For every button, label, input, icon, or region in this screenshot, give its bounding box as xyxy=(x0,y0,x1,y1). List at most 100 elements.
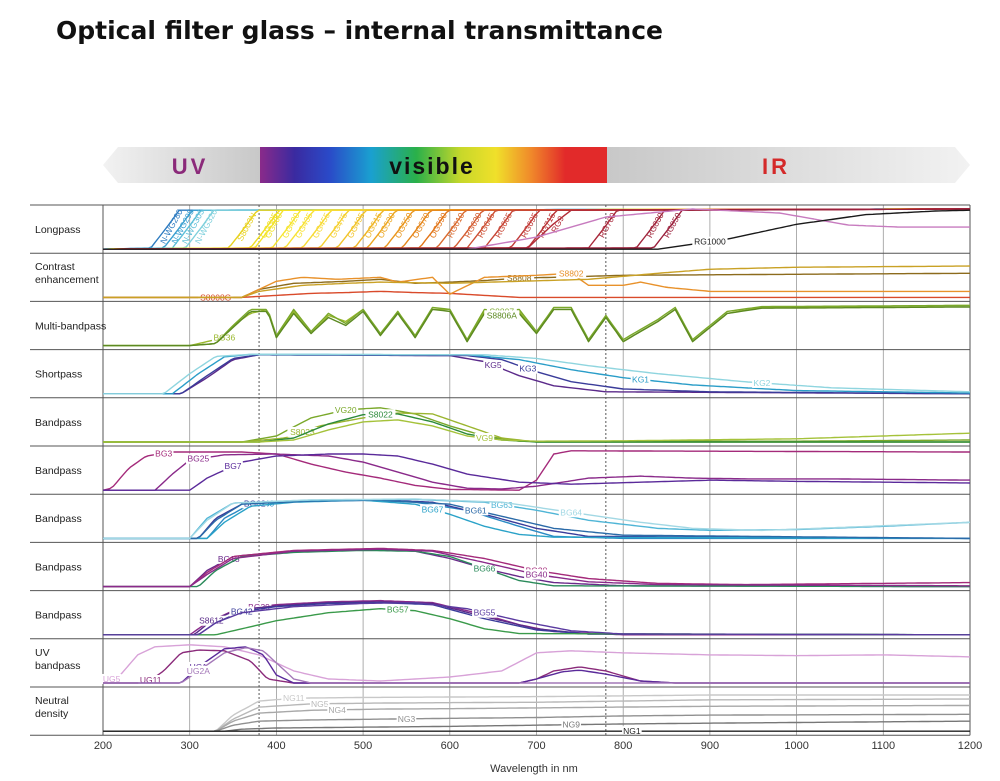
spectrum-band: UV visible IR xyxy=(103,147,970,183)
x-tick-label-500: 500 xyxy=(354,740,372,752)
curve-bg66 xyxy=(103,549,970,588)
curve-label-bg xyxy=(185,665,211,676)
curve-label-bg xyxy=(196,615,227,626)
curve-label-bg xyxy=(556,268,587,279)
row-label: Bandpass xyxy=(35,465,82,477)
curve-label-bg xyxy=(622,726,642,737)
curve-label-bg xyxy=(327,704,347,715)
curve-label-bg xyxy=(524,569,549,580)
row-label: Neutral density xyxy=(35,695,69,720)
curve-label-bg3: BG3 xyxy=(155,448,172,458)
curve-ng3 xyxy=(103,713,970,732)
curve-label-bg xyxy=(472,563,497,574)
curve-label-kg5: KG5 xyxy=(485,360,502,370)
x-tick-label-1100: 1100 xyxy=(871,740,895,752)
curve-s8806a xyxy=(103,306,970,347)
curve-label-rg665: RG665 xyxy=(493,211,515,240)
curve-bg25 xyxy=(103,453,970,491)
curve-label-ug2a: UG2A xyxy=(187,666,210,676)
curve-label-ng3: NG3 xyxy=(398,714,416,724)
curve-label-s8808: S8808 xyxy=(507,273,532,283)
x-tick-label-600: 600 xyxy=(441,740,459,752)
curve-label-bg7: BG7 xyxy=(225,461,242,471)
curve-label-bg xyxy=(420,504,445,515)
uv-band xyxy=(103,147,260,183)
curve-bg64 xyxy=(103,498,971,540)
curve-label-bg xyxy=(692,236,728,247)
curve-label-ug11: UG11 xyxy=(140,675,162,685)
visible-label: visible xyxy=(389,153,475,179)
curve-label-bg xyxy=(504,273,535,284)
row-label: Contrast enhancement xyxy=(35,261,99,286)
curve-ng5 xyxy=(103,698,971,732)
curve-s8807 xyxy=(103,304,970,347)
curve-ng4 xyxy=(103,704,970,732)
curve-bg3 xyxy=(102,450,970,491)
curve-label-bg xyxy=(752,377,772,388)
curve-unlabeled xyxy=(103,265,971,299)
curve-label-bg xyxy=(484,310,520,321)
curve-label-s8802: S8802 xyxy=(559,268,584,278)
curve-label-bg xyxy=(309,698,330,709)
curve-label-bg xyxy=(489,499,515,510)
curve-label-rg1000: RG1000 xyxy=(694,237,726,247)
x-tick-label-800: 800 xyxy=(614,740,632,752)
curve-label-kg2: KG2 xyxy=(753,378,770,388)
curve-label-bg xyxy=(385,604,411,615)
curve-label-bg xyxy=(558,507,584,518)
row-label: Longpass xyxy=(35,224,81,236)
curve-label-bg xyxy=(483,360,503,371)
curve-label-bg xyxy=(396,713,417,724)
row-label: Bandpass xyxy=(35,561,82,573)
curve-label-s8022: S8022 xyxy=(368,409,393,419)
x-tick-label-200: 200 xyxy=(94,740,112,752)
curve-label-bg xyxy=(211,332,237,343)
x-axis-label: Wavelength in nm xyxy=(490,763,578,775)
curve-label-ng5: NG5 xyxy=(311,699,329,709)
curve-label-bg xyxy=(333,404,359,415)
curve-ug2a xyxy=(103,647,970,684)
curve-label-bg xyxy=(185,453,211,464)
curve-label-bg63: BG63 xyxy=(491,500,513,510)
curve-label-s8806a: S8806A xyxy=(487,310,518,320)
row-label: Bandpass xyxy=(35,610,82,622)
curve-label-bg xyxy=(561,719,581,730)
curve-label-bg xyxy=(463,505,489,516)
curve-label-bg66: BG66 xyxy=(474,564,496,574)
curve-label-bg64: BG64 xyxy=(560,507,582,517)
curve-label-bg57: BG57 xyxy=(387,605,409,615)
curve-label-bg61: BG61 xyxy=(465,505,487,515)
curve-label-bg xyxy=(287,426,318,437)
curve-label-ng9: NG9 xyxy=(562,720,580,730)
x-tick-label-900: 900 xyxy=(701,740,719,752)
curve-label-bg xyxy=(223,461,243,472)
visible-band xyxy=(260,147,607,183)
curve-label-bg67: BG67 xyxy=(422,504,444,514)
curve-label-ng4: NG4 xyxy=(328,705,346,715)
curve-label-bg xyxy=(101,673,122,684)
curve-label-bg xyxy=(138,674,164,685)
curve-bg7 xyxy=(103,453,971,491)
curve-s8008g xyxy=(103,290,970,299)
curve-label-bg40: BG40 xyxy=(526,570,548,580)
page-title: Optical filter glass – internal transmit… xyxy=(56,16,664,45)
curve-label-bg25: BG25 xyxy=(187,454,209,464)
curve-label-bg xyxy=(630,374,651,385)
curve-label-vg20: VG20 xyxy=(335,405,357,415)
row-label: Shortpass xyxy=(35,369,82,381)
curve-ug5 xyxy=(102,644,971,684)
row-label: Bandpass xyxy=(35,417,82,429)
curve-label-rg850: RG850 xyxy=(662,211,684,240)
row-label: Multi-bandpass xyxy=(35,320,106,332)
curve-label-rg780: RG780 xyxy=(597,211,619,240)
x-tick-label-1000: 1000 xyxy=(784,740,808,752)
uv-label: UV xyxy=(172,154,209,179)
curve-label-vg9: VG9 xyxy=(476,433,493,443)
curve-rg1000 xyxy=(103,209,971,250)
curve-label-ug5: UG5 xyxy=(103,674,121,684)
x-axis: 200 300 400 500 600 700 800 900 1000 1100 1200 xyxy=(94,740,982,752)
curve-label-s8003n: S8003N xyxy=(235,211,258,243)
curve-label-ng11: NG11 xyxy=(283,693,305,703)
